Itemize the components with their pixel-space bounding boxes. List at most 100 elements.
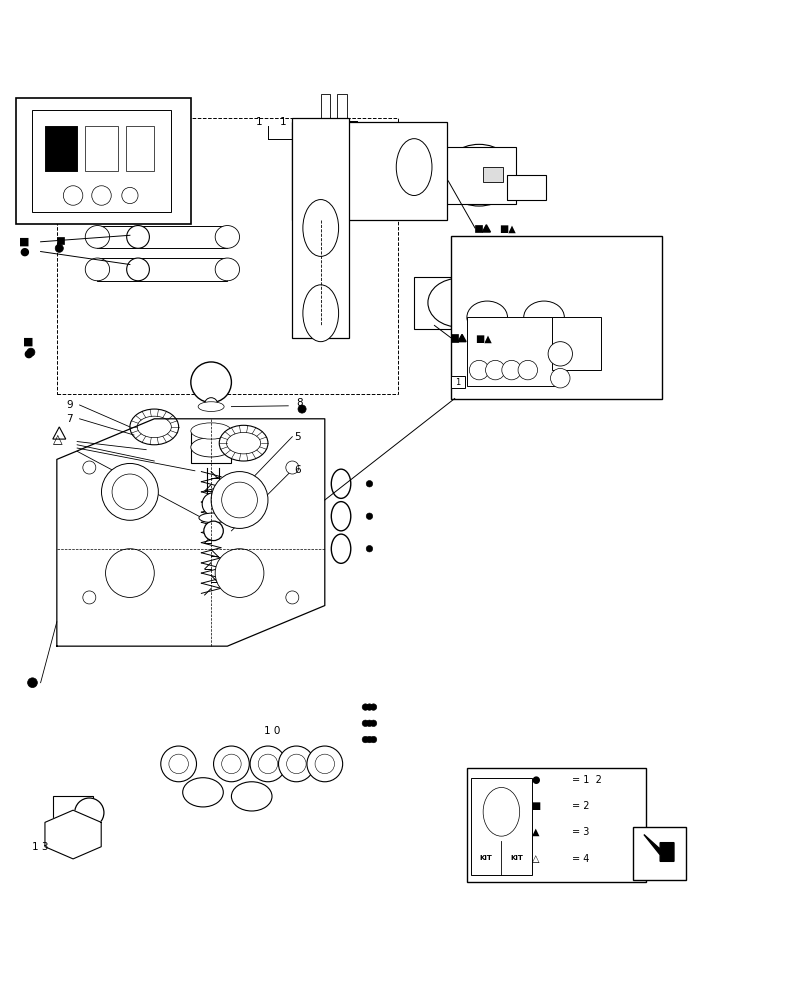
Text: ●: ●	[24, 349, 33, 359]
Text: = 2: = 2	[572, 801, 590, 811]
Circle shape	[112, 474, 148, 510]
Text: 1: 1	[455, 378, 460, 387]
Circle shape	[27, 348, 35, 356]
Circle shape	[127, 258, 149, 281]
Polygon shape	[643, 835, 673, 861]
Circle shape	[370, 704, 376, 710]
Circle shape	[485, 360, 504, 380]
Circle shape	[221, 482, 257, 518]
Ellipse shape	[198, 402, 224, 411]
FancyBboxPatch shape	[450, 334, 457, 342]
Circle shape	[63, 186, 83, 205]
Circle shape	[298, 405, 306, 413]
FancyBboxPatch shape	[483, 167, 503, 182]
Ellipse shape	[331, 534, 350, 563]
Circle shape	[366, 720, 372, 727]
Polygon shape	[53, 427, 66, 439]
Circle shape	[28, 678, 37, 688]
FancyBboxPatch shape	[454, 291, 499, 315]
Text: 8: 8	[296, 398, 303, 408]
FancyBboxPatch shape	[85, 126, 118, 171]
FancyBboxPatch shape	[126, 126, 154, 171]
Circle shape	[215, 549, 264, 597]
Circle shape	[362, 720, 368, 727]
FancyBboxPatch shape	[16, 98, 191, 224]
Circle shape	[286, 754, 306, 774]
Circle shape	[285, 591, 298, 604]
FancyBboxPatch shape	[337, 94, 346, 122]
FancyBboxPatch shape	[450, 376, 465, 388]
Text: 5: 5	[294, 432, 300, 442]
FancyBboxPatch shape	[414, 277, 450, 329]
Circle shape	[258, 754, 277, 774]
FancyBboxPatch shape	[292, 122, 446, 220]
Polygon shape	[45, 810, 101, 859]
Circle shape	[362, 736, 368, 743]
Ellipse shape	[191, 437, 231, 457]
Text: ■▲: ■▲	[499, 224, 516, 234]
Ellipse shape	[466, 301, 507, 334]
Ellipse shape	[182, 778, 223, 807]
Ellipse shape	[331, 469, 350, 498]
Circle shape	[517, 360, 537, 380]
Circle shape	[204, 398, 217, 411]
Text: = 1  2: = 1 2	[572, 775, 602, 785]
Ellipse shape	[199, 513, 228, 523]
Text: ●: ●	[19, 247, 29, 257]
FancyBboxPatch shape	[45, 126, 77, 171]
Polygon shape	[457, 334, 466, 342]
Circle shape	[204, 521, 223, 541]
Ellipse shape	[307, 139, 342, 196]
Circle shape	[366, 481, 372, 487]
Circle shape	[366, 513, 372, 519]
Circle shape	[469, 360, 488, 380]
Circle shape	[221, 754, 241, 774]
Ellipse shape	[85, 258, 109, 281]
Text: 7: 7	[67, 414, 73, 424]
Text: ●: ●	[531, 775, 539, 785]
FancyBboxPatch shape	[633, 827, 685, 880]
FancyBboxPatch shape	[490, 291, 522, 314]
Ellipse shape	[427, 278, 489, 327]
Ellipse shape	[303, 200, 338, 256]
Circle shape	[101, 463, 158, 520]
Text: KIT: KIT	[509, 855, 522, 861]
Polygon shape	[57, 419, 324, 646]
FancyBboxPatch shape	[506, 175, 545, 200]
FancyBboxPatch shape	[474, 225, 482, 232]
FancyBboxPatch shape	[551, 317, 600, 370]
Circle shape	[92, 186, 111, 205]
Text: 9: 9	[67, 400, 73, 410]
Text: 1: 1	[280, 117, 286, 127]
Text: ■: ■	[24, 337, 33, 347]
Circle shape	[83, 591, 96, 604]
Circle shape	[75, 798, 104, 827]
Ellipse shape	[215, 226, 239, 248]
Circle shape	[366, 704, 372, 710]
Text: = 4: = 4	[572, 854, 589, 864]
Circle shape	[370, 720, 376, 727]
FancyBboxPatch shape	[320, 94, 330, 122]
Text: ■: ■	[530, 801, 540, 811]
Text: ■▲: ■▲	[474, 333, 491, 343]
Circle shape	[202, 493, 225, 515]
Text: ■: ■	[19, 237, 29, 247]
FancyBboxPatch shape	[45, 126, 77, 171]
Text: 1 0: 1 0	[264, 726, 280, 736]
Ellipse shape	[215, 258, 239, 281]
Text: = 3: = 3	[572, 827, 589, 837]
Circle shape	[161, 746, 196, 782]
Circle shape	[547, 342, 572, 366]
Ellipse shape	[85, 226, 109, 248]
Circle shape	[213, 746, 249, 782]
Circle shape	[105, 549, 154, 597]
Text: △: △	[531, 854, 539, 864]
Text: ▲: ▲	[531, 827, 539, 837]
Circle shape	[370, 736, 376, 743]
FancyBboxPatch shape	[466, 317, 564, 386]
FancyBboxPatch shape	[470, 778, 531, 875]
Circle shape	[83, 461, 96, 474]
Circle shape	[366, 545, 372, 552]
Circle shape	[169, 754, 188, 774]
Circle shape	[191, 362, 231, 403]
